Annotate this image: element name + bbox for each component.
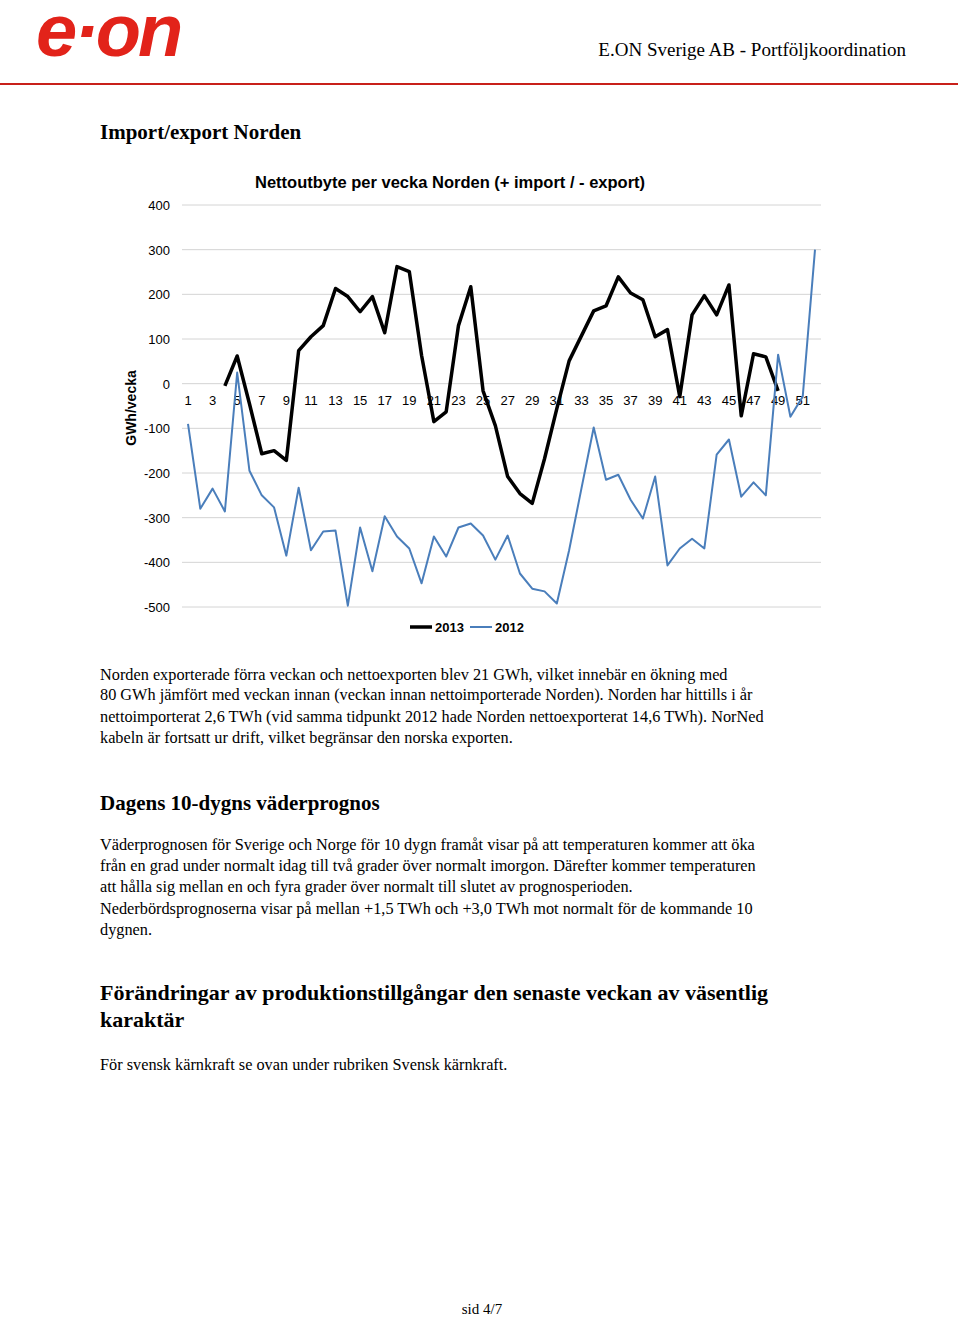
x-tick-label: 29	[525, 393, 539, 408]
grid-line	[182, 517, 821, 518]
y-tick-label: -100	[144, 421, 170, 436]
paragraph-line: Norden exporterade förra veckan och nett…	[100, 665, 728, 685]
legend-label: 2012	[495, 620, 524, 635]
chart: Nettoutbyte per vecka Norden (+ import /…	[0, 0, 960, 700]
grid-line	[182, 383, 821, 384]
paragraph-line: dygnen.	[100, 920, 152, 940]
y-tick-label: -300	[144, 511, 170, 526]
x-tick-label: 47	[746, 393, 760, 408]
grid-line	[182, 339, 821, 340]
x-tick-label: 17	[377, 393, 391, 408]
x-tick-label: 9	[283, 393, 290, 408]
paragraph-line: Väderprognosen för Sverige och Norge för…	[100, 835, 755, 855]
section-heading: Dagens 10-dygns väderprognos	[100, 790, 380, 816]
section-heading: karaktär	[100, 1007, 184, 1033]
grid-line	[182, 428, 821, 429]
y-tick-label: -500	[144, 600, 170, 615]
legend-swatch	[410, 625, 432, 629]
x-tick-label: 43	[697, 393, 711, 408]
y-tick-label: -400	[144, 555, 170, 570]
x-tick-label: 19	[402, 393, 416, 408]
x-tick-label: 35	[599, 393, 613, 408]
page-number: sid 4/7	[0, 1299, 960, 1317]
grid-line	[182, 473, 821, 474]
x-tick-label: 13	[328, 393, 342, 408]
x-tick-label: 7	[258, 393, 265, 408]
legend-label: 2013	[435, 620, 464, 635]
x-tick-label: 11	[304, 393, 318, 408]
company-name: E.ON Sverige AB - Portföljkoordination	[598, 39, 906, 61]
paragraph-line: från en grad under normalt idag till två…	[100, 856, 756, 876]
grid-line	[182, 607, 821, 608]
paragraph-line: För svensk kärnkraft se ovan under rubri…	[100, 1055, 507, 1075]
grid-line	[182, 562, 821, 563]
paragraph-line: nettoimporterat 2,6 TWh (vid samma tidpu…	[100, 707, 764, 727]
y-tick-label: 200	[148, 287, 170, 302]
logo: e·on	[36, 0, 180, 68]
y-axis-label: GWh/vecka	[123, 370, 139, 446]
x-tick-label: 23	[451, 393, 465, 408]
grid-line	[182, 249, 821, 250]
header-rule	[0, 83, 958, 85]
x-tick-label: 37	[623, 393, 637, 408]
section-heading: Import/export Norden	[100, 119, 301, 145]
x-tick-label: 45	[722, 393, 736, 408]
series-line	[188, 250, 815, 606]
x-tick-label: 27	[500, 393, 514, 408]
y-tick-label: 400	[148, 198, 170, 213]
y-tick-label: 300	[148, 243, 170, 258]
paragraph-line: att hålla sig mellan en och fyra grader …	[100, 877, 633, 897]
legend-swatch	[470, 626, 492, 628]
section-heading: Förändringar av produktionstillgångar de…	[100, 980, 768, 1006]
plot-area	[188, 250, 815, 606]
grid-line	[182, 205, 821, 206]
series-line	[225, 267, 778, 504]
x-tick-label: 1	[184, 393, 191, 408]
x-tick-label: 39	[648, 393, 662, 408]
x-tick-label: 3	[209, 393, 216, 408]
y-tick-label: 100	[148, 332, 170, 347]
chart-title: Nettoutbyte per vecka Norden (+ import /…	[255, 173, 645, 191]
paragraph-line: Nederbördsprognoserna visar på mellan +1…	[100, 899, 753, 919]
paragraph-line: kabeln är fortsatt ur drift, vilket begr…	[100, 728, 513, 748]
y-tick-label: -200	[144, 466, 170, 481]
x-tick-label: 33	[574, 393, 588, 408]
paragraph-line: 80 GWh jämfört med veckan innan (veckan …	[100, 685, 752, 705]
x-tick-label: 15	[353, 393, 367, 408]
y-tick-label: 0	[163, 377, 170, 392]
